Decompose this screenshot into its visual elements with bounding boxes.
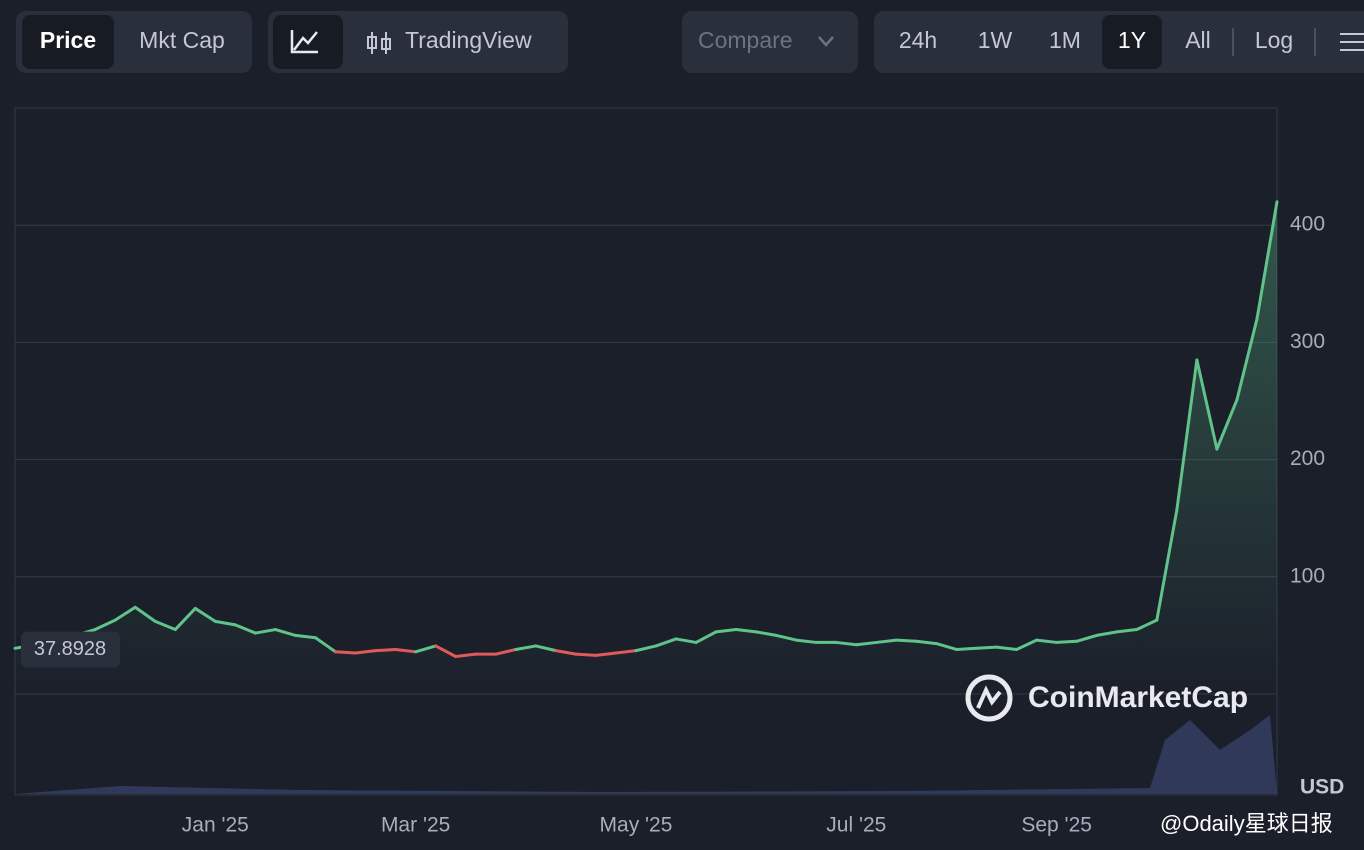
y-tick-label: 300	[1290, 330, 1325, 353]
line-segment	[93, 618, 117, 632]
reference-label: 37.8928	[34, 638, 106, 660]
line-icon	[290, 30, 318, 54]
line-segment	[113, 605, 137, 622]
line-segment	[975, 645, 999, 650]
line-segment	[614, 649, 638, 655]
compare-label[interactable]: Compare	[698, 27, 793, 53]
line-segment	[934, 642, 958, 651]
line-segment	[334, 650, 358, 655]
currency: USD	[1300, 776, 1344, 799]
line-segment	[1015, 638, 1039, 651]
candle-icon	[381, 38, 391, 50]
line-segment	[854, 640, 878, 647]
line-segment	[494, 647, 518, 656]
line-segment	[193, 606, 217, 623]
line-segment	[894, 638, 918, 643]
line-segment	[1155, 508, 1179, 622]
reference-label-bg	[21, 631, 120, 668]
area	[15, 201, 1277, 694]
y-tick-label: 100	[1290, 564, 1325, 587]
line-segment	[374, 647, 398, 653]
range-button[interactable]: 24h	[899, 27, 937, 53]
x-tick-label: Jul '25	[826, 814, 886, 837]
tab[interactable]: Price	[40, 27, 96, 53]
range-button[interactable]: Log	[1255, 27, 1293, 53]
line-segment	[694, 630, 718, 644]
range-button[interactable]: 1M	[1049, 27, 1081, 53]
line-segment	[954, 646, 979, 651]
line-segment	[1115, 628, 1139, 634]
line-segment	[434, 644, 458, 658]
line-segment	[293, 633, 317, 640]
range-active	[1102, 15, 1162, 69]
line-segment	[1075, 633, 1099, 643]
line-segment	[874, 638, 898, 644]
line-segment	[213, 619, 237, 627]
x-tick-label: Sep '25	[1021, 814, 1092, 837]
line-segment	[1215, 398, 1239, 451]
y-tick-label: 200	[1290, 447, 1325, 470]
line-segment	[734, 628, 758, 634]
line-segment	[153, 619, 177, 632]
line-segment	[1095, 630, 1119, 637]
x-tick-label: Jan '25	[182, 814, 249, 837]
line-segment	[1135, 618, 1159, 632]
tab[interactable]: Mkt Cap	[139, 27, 225, 53]
line-segment	[914, 639, 938, 646]
line-segment	[253, 628, 277, 635]
line-segment	[634, 644, 658, 653]
line-segment	[774, 633, 798, 642]
line-segment	[594, 651, 618, 657]
line-segment	[794, 638, 818, 644]
volume-shape	[15, 715, 1277, 794]
candle-icon	[367, 36, 377, 49]
plot: 100 200 300 400 Jan '25 Mar '25 May '25 Jul '25…	[13, 200, 1325, 837]
x-tick-label: May '25	[600, 814, 673, 837]
line-segment	[574, 652, 598, 657]
tab-active	[22, 15, 114, 69]
range-button[interactable]: 1W	[978, 27, 1013, 53]
line-segment	[394, 647, 418, 654]
line-segment	[995, 645, 1019, 651]
line-segment	[674, 637, 698, 644]
line-segment	[1255, 200, 1279, 321]
line-segment	[173, 606, 197, 632]
line-segment	[1175, 358, 1199, 512]
line-segment	[754, 630, 778, 637]
line-segment	[273, 628, 297, 637]
view-button[interactable]: TradingView	[405, 27, 532, 53]
candle-icon	[371, 32, 387, 54]
line-segment	[834, 640, 858, 647]
y-tick-label: 400	[1290, 213, 1325, 236]
line-segment	[554, 649, 578, 656]
line-segment	[714, 628, 738, 634]
line-segment	[354, 649, 378, 655]
line-segment	[454, 652, 478, 658]
range-button[interactable]: 1Y	[1118, 27, 1146, 53]
line-segment	[654, 637, 678, 648]
line-segment	[1035, 638, 1059, 644]
line-segment	[514, 644, 538, 651]
compare-button[interactable]	[682, 11, 858, 73]
line-segment	[414, 644, 438, 654]
chevron	[818, 36, 834, 47]
x-tick-label: Mar '25	[381, 814, 450, 837]
range-button[interactable]: All	[1185, 27, 1211, 53]
line-segment	[1055, 639, 1079, 644]
line-segment	[1235, 317, 1259, 402]
line-segment	[233, 623, 257, 635]
credit: @Odaily星球日报	[1160, 811, 1333, 836]
line-segment	[1195, 358, 1219, 451]
line-segment	[534, 644, 558, 653]
settings-icon[interactable]	[1340, 33, 1364, 51]
line-segment	[313, 636, 338, 654]
line-segment	[133, 605, 157, 623]
